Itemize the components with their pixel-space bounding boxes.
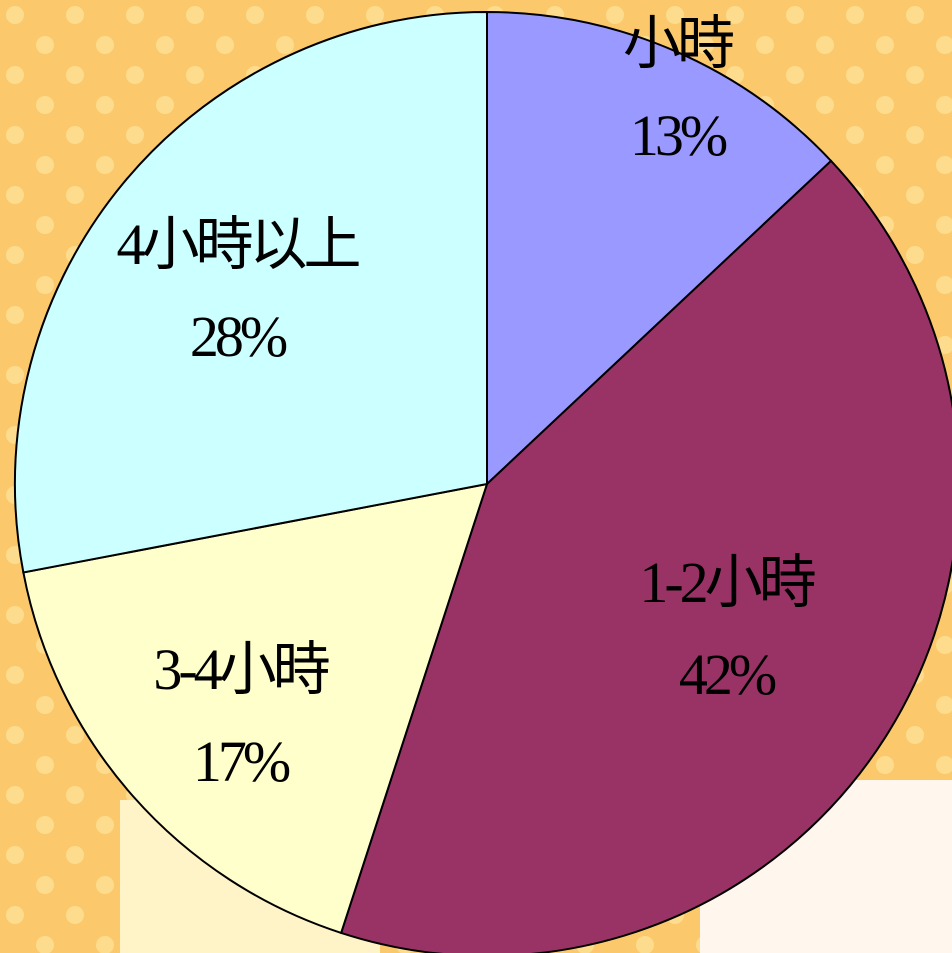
- chart: [0, 0, 952, 953]
- value-label: 13%: [552, 90, 802, 182]
- page: (() => { const data = JSON.parse(documen…: [0, 0, 952, 953]
- category-label: 3-4小時: [115, 624, 365, 716]
- value-label: 17%: [115, 716, 365, 808]
- value-label: 28%: [112, 291, 362, 383]
- value-label: 42%: [601, 629, 851, 721]
- category-label: 小時: [552, 0, 802, 90]
- category-label: 1-2小時: [601, 537, 851, 629]
- category-label: 4小時以上: [112, 199, 362, 291]
